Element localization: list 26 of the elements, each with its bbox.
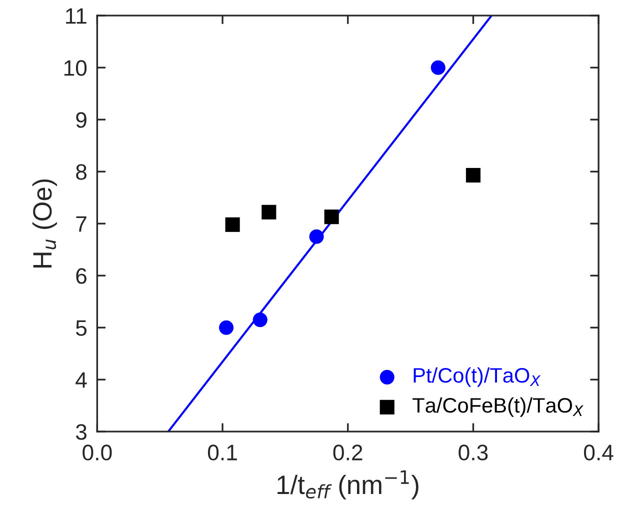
legend-label: Pt/Co(t)/TaO$_{X}$ (414, 367, 541, 387)
point (219, 320, 234, 335)
point (262, 204, 276, 220)
x-axis-title: 1/t$_{eff}$ (nm$^{−1}$) (278, 470, 418, 500)
point (324, 210, 339, 224)
x-tick-label: 0.4 (584, 444, 614, 460)
y-tick-label: 9 (76, 112, 86, 128)
y-tick-label: 10 (64, 60, 87, 76)
y-tick-label: 4 (76, 372, 87, 388)
point (225, 217, 240, 232)
point (430, 60, 446, 75)
y-tick-label: 11 (66, 8, 86, 24)
point (466, 168, 481, 183)
x-tick-label: 0.1 (208, 444, 237, 460)
y-axis-title: H$_{u}$ (Oe) (32, 179, 57, 268)
y-tick-label: 3 (76, 424, 86, 440)
x-tick-label: 0.3 (458, 444, 488, 460)
y-tick-label: 8 (76, 164, 86, 180)
point (252, 312, 268, 328)
y-tick-label: 5 (76, 320, 87, 336)
point (309, 229, 324, 244)
x-tick-label: 0.0 (82, 444, 112, 460)
x-tick-label: 0.2 (333, 444, 362, 460)
legend-label: Ta/CoFeB(t)/TaO$_{X}$ (412, 397, 584, 417)
y-tick-label: 6 (76, 268, 86, 284)
y-tick-label: 7 (76, 216, 86, 232)
